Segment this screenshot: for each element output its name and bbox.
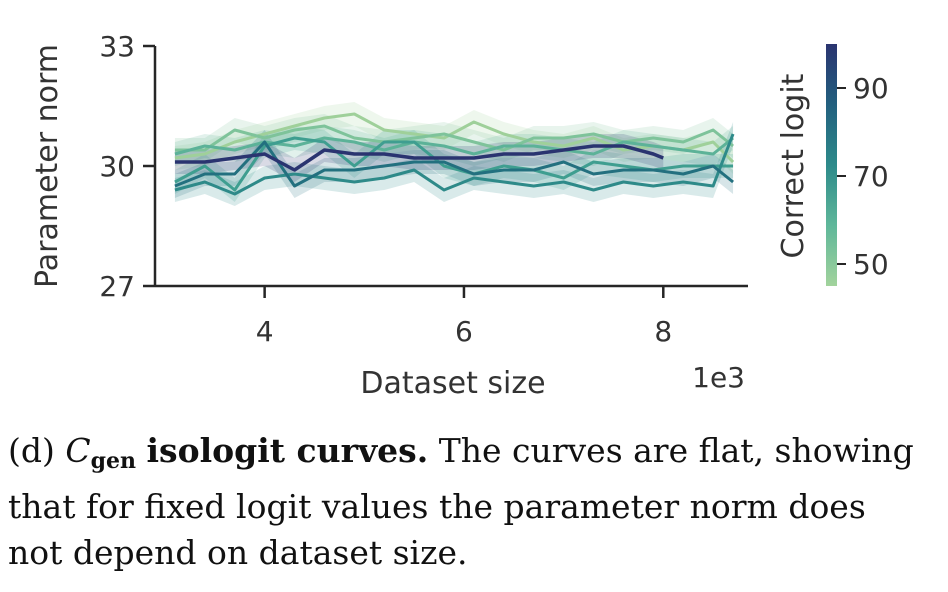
series-lines (174, 112, 735, 196)
colorbar-tick-label: 90 (853, 72, 889, 105)
caption-text: The curves are flat, showing that for fi… (8, 431, 914, 572)
series-line-2 (174, 124, 734, 152)
series-line-5 (174, 133, 735, 196)
x-ticks: 4 6 8 (256, 286, 672, 348)
series-band-6 (174, 130, 734, 198)
y-tick-label: 30 (99, 150, 135, 183)
caption-label: (d) (8, 431, 55, 470)
series-band-4 (174, 126, 734, 202)
isologit-line-chart: 27 30 33 4 6 8 Parameter norm Dataset size 1… (30, 30, 889, 401)
y-ticks: 27 30 33 (99, 30, 155, 303)
x-multiplier-label: 1e3 (692, 361, 745, 394)
colorbar-ticks: 50 70 90 (837, 72, 889, 281)
y-tick-label: 33 (99, 30, 135, 63)
series-band-3 (174, 126, 734, 166)
chart-figure: 27 30 33 4 6 8 Parameter norm Dataset size 1… (30, 30, 889, 401)
y-axis-label: Parameter norm (30, 44, 65, 288)
series-line-3 (174, 136, 734, 156)
caption-subscript: gen (90, 448, 136, 474)
colorbar: 50 70 90 Correct logit (776, 44, 889, 286)
y-tick-label: 27 (99, 270, 135, 303)
colorbar-tick-label: 50 (853, 248, 889, 281)
x-tick-label: 8 (654, 315, 672, 348)
colorbar-tick-label: 70 (853, 160, 889, 193)
x-tick-label: 6 (455, 315, 473, 348)
series-line-6 (174, 140, 734, 188)
series-band-5 (174, 122, 734, 206)
figure-caption: (d) Cgen isologit curves. The curves are… (8, 428, 928, 576)
series-line-7 (174, 144, 664, 172)
colorbar-gradient (826, 44, 837, 286)
x-axis-label: Dataset size (360, 366, 545, 401)
caption-symbol: Cgen (65, 431, 136, 474)
caption-title: isologit curves. (146, 431, 429, 470)
colorbar-label: Correct logit (776, 73, 811, 258)
x-tick-label: 4 (256, 315, 274, 348)
